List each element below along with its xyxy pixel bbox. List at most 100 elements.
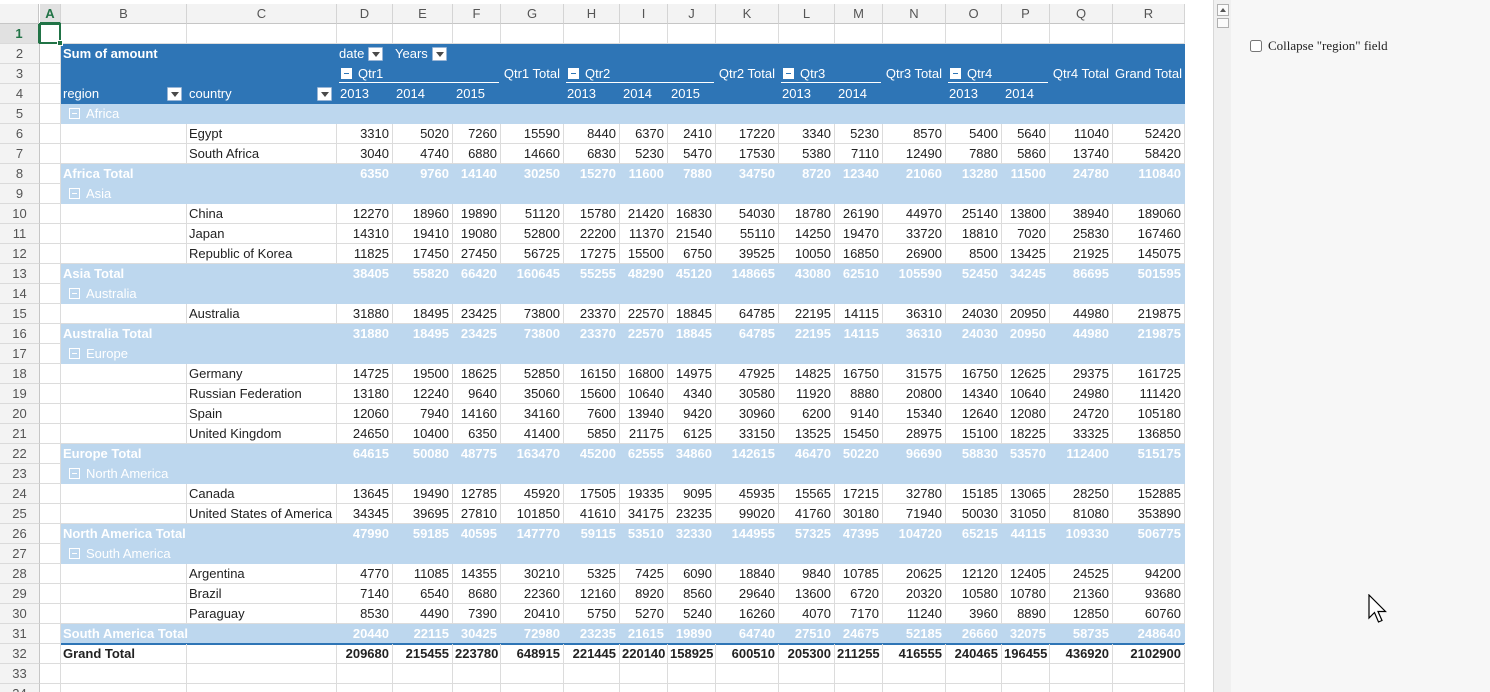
region-total-value[interactable]: 148665 <box>716 264 779 284</box>
grid-cell[interactable] <box>40 64 61 84</box>
region-total-value[interactable]: 46470 <box>779 444 835 464</box>
grid-cell[interactable] <box>946 664 1002 684</box>
grid-cell[interactable] <box>883 684 946 692</box>
value-cell[interactable]: 6370 <box>620 124 668 144</box>
grid-cell[interactable] <box>61 144 187 164</box>
row-header-3[interactable]: 3 <box>0 64 40 84</box>
column-header-p[interactable]: P <box>1002 4 1050 24</box>
grid-cell[interactable] <box>40 544 61 564</box>
value-cell[interactable]: 7880 <box>946 144 1002 164</box>
grid-cell[interactable] <box>564 664 620 684</box>
collapse-region-icon[interactable] <box>69 548 80 560</box>
region-total-value[interactable]: 64785 <box>716 324 779 344</box>
grid-cell[interactable] <box>453 24 501 44</box>
row-header-9[interactable]: 9 <box>0 184 40 204</box>
value-cell[interactable]: 16750 <box>946 364 1002 384</box>
grid-cell[interactable] <box>501 684 564 692</box>
grid-cell[interactable] <box>501 24 564 44</box>
value-cell[interactable]: 353890 <box>1113 504 1185 524</box>
value-cell[interactable]: 93680 <box>1113 584 1185 604</box>
grid-cell[interactable] <box>40 584 61 604</box>
value-cell[interactable]: 7170 <box>835 604 883 624</box>
grid-cell[interactable] <box>40 644 61 664</box>
grand-total-value[interactable]: 648915 <box>501 644 564 664</box>
row-header-20[interactable]: 20 <box>0 404 40 424</box>
value-cell[interactable]: 18780 <box>779 204 835 224</box>
value-cell[interactable]: 13065 <box>1002 484 1050 504</box>
grid-cell[interactable] <box>564 684 620 692</box>
value-cell[interactable]: 45935 <box>716 484 779 504</box>
value-cell[interactable]: 8680 <box>453 584 501 604</box>
value-cell[interactable]: 21175 <box>620 424 668 444</box>
region-total-value[interactable]: 142615 <box>716 444 779 464</box>
value-cell[interactable]: 4770 <box>337 564 393 584</box>
country-field-header[interactable]: country <box>187 84 337 104</box>
grid-cell[interactable] <box>61 204 187 224</box>
value-cell[interactable]: 16750 <box>835 364 883 384</box>
value-cell[interactable]: 15780 <box>564 204 620 224</box>
region-total-value[interactable]: 52185 <box>883 624 946 644</box>
grid-cell[interactable] <box>40 444 61 464</box>
collapse-region-icon[interactable] <box>69 188 80 200</box>
region-total-value[interactable]: 24675 <box>835 624 883 644</box>
value-cell[interactable]: 9095 <box>668 484 716 504</box>
value-cell[interactable]: 34175 <box>620 504 668 524</box>
country-filter-dropdown-icon[interactable] <box>317 87 332 101</box>
grid-cell[interactable] <box>946 684 1002 692</box>
region-group-0[interactable]: Africa <box>61 104 261 124</box>
value-cell[interactable]: 23235 <box>668 504 716 524</box>
region-total-value[interactable]: 64740 <box>716 624 779 644</box>
grid-cell[interactable] <box>40 184 61 204</box>
value-cell[interactable]: 8560 <box>668 584 716 604</box>
value-cell[interactable]: 167460 <box>1113 224 1185 244</box>
column-header-n[interactable]: N <box>883 4 946 24</box>
grid-cell[interactable] <box>835 684 883 692</box>
column-header-c[interactable]: C <box>187 4 337 24</box>
region-total-value[interactable]: 43080 <box>779 264 835 284</box>
row-header-34[interactable]: 34 <box>0 684 40 692</box>
grid-cell[interactable] <box>40 304 61 324</box>
value-cell[interactable]: 19410 <box>393 224 453 244</box>
value-cell[interactable]: 152885 <box>1113 484 1185 504</box>
grid-cell[interactable] <box>393 24 453 44</box>
region-total-value[interactable]: 38405 <box>337 264 393 284</box>
region-total-value[interactable]: 96690 <box>883 444 946 464</box>
value-cell[interactable]: 30180 <box>835 504 883 524</box>
value-cell[interactable]: 21925 <box>1050 244 1113 264</box>
region-total-value[interactable]: 34750 <box>716 164 779 184</box>
region-total-value[interactable]: 64615 <box>337 444 393 464</box>
value-cell[interactable]: 19890 <box>453 204 501 224</box>
value-cell[interactable]: 17220 <box>716 124 779 144</box>
region-total-value[interactable]: 506775 <box>1113 524 1185 544</box>
value-cell[interactable]: 6125 <box>668 424 716 444</box>
value-cell[interactable]: 33150 <box>716 424 779 444</box>
value-cell[interactable]: 36310 <box>883 304 946 324</box>
value-cell[interactable]: 5325 <box>564 564 620 584</box>
value-cell[interactable]: 136850 <box>1113 424 1185 444</box>
column-header-h[interactable]: H <box>564 4 620 24</box>
grid-cell[interactable] <box>61 244 187 264</box>
value-cell[interactable]: 19335 <box>620 484 668 504</box>
row-header-6[interactable]: 6 <box>0 124 40 144</box>
row-header-16[interactable]: 16 <box>0 324 40 344</box>
value-cell[interactable]: 14115 <box>835 304 883 324</box>
value-cell[interactable]: 55110 <box>716 224 779 244</box>
value-cell[interactable]: 13600 <box>779 584 835 604</box>
region-field-header[interactable]: region <box>61 84 187 104</box>
grid-cell[interactable] <box>835 664 883 684</box>
value-cell[interactable]: 52800 <box>501 224 564 244</box>
column-header-m[interactable]: M <box>835 4 883 24</box>
value-cell[interactable]: 15185 <box>946 484 1002 504</box>
grid-cell[interactable] <box>337 24 393 44</box>
row-header-2[interactable]: 2 <box>0 44 40 64</box>
years-filter-dropdown-icon[interactable] <box>431 46 447 61</box>
grid-cell[interactable] <box>187 644 337 664</box>
active-cell-cursor[interactable] <box>39 23 63 46</box>
value-cell[interactable]: 10580 <box>946 584 1002 604</box>
grid-cell[interactable] <box>668 24 716 44</box>
region-total-value[interactable]: 32075 <box>1002 624 1050 644</box>
grand-total-value[interactable]: 221445 <box>564 644 620 664</box>
column-header-r[interactable]: R <box>1113 4 1185 24</box>
region-total-value[interactable]: 144955 <box>716 524 779 544</box>
value-cell[interactable]: 54030 <box>716 204 779 224</box>
